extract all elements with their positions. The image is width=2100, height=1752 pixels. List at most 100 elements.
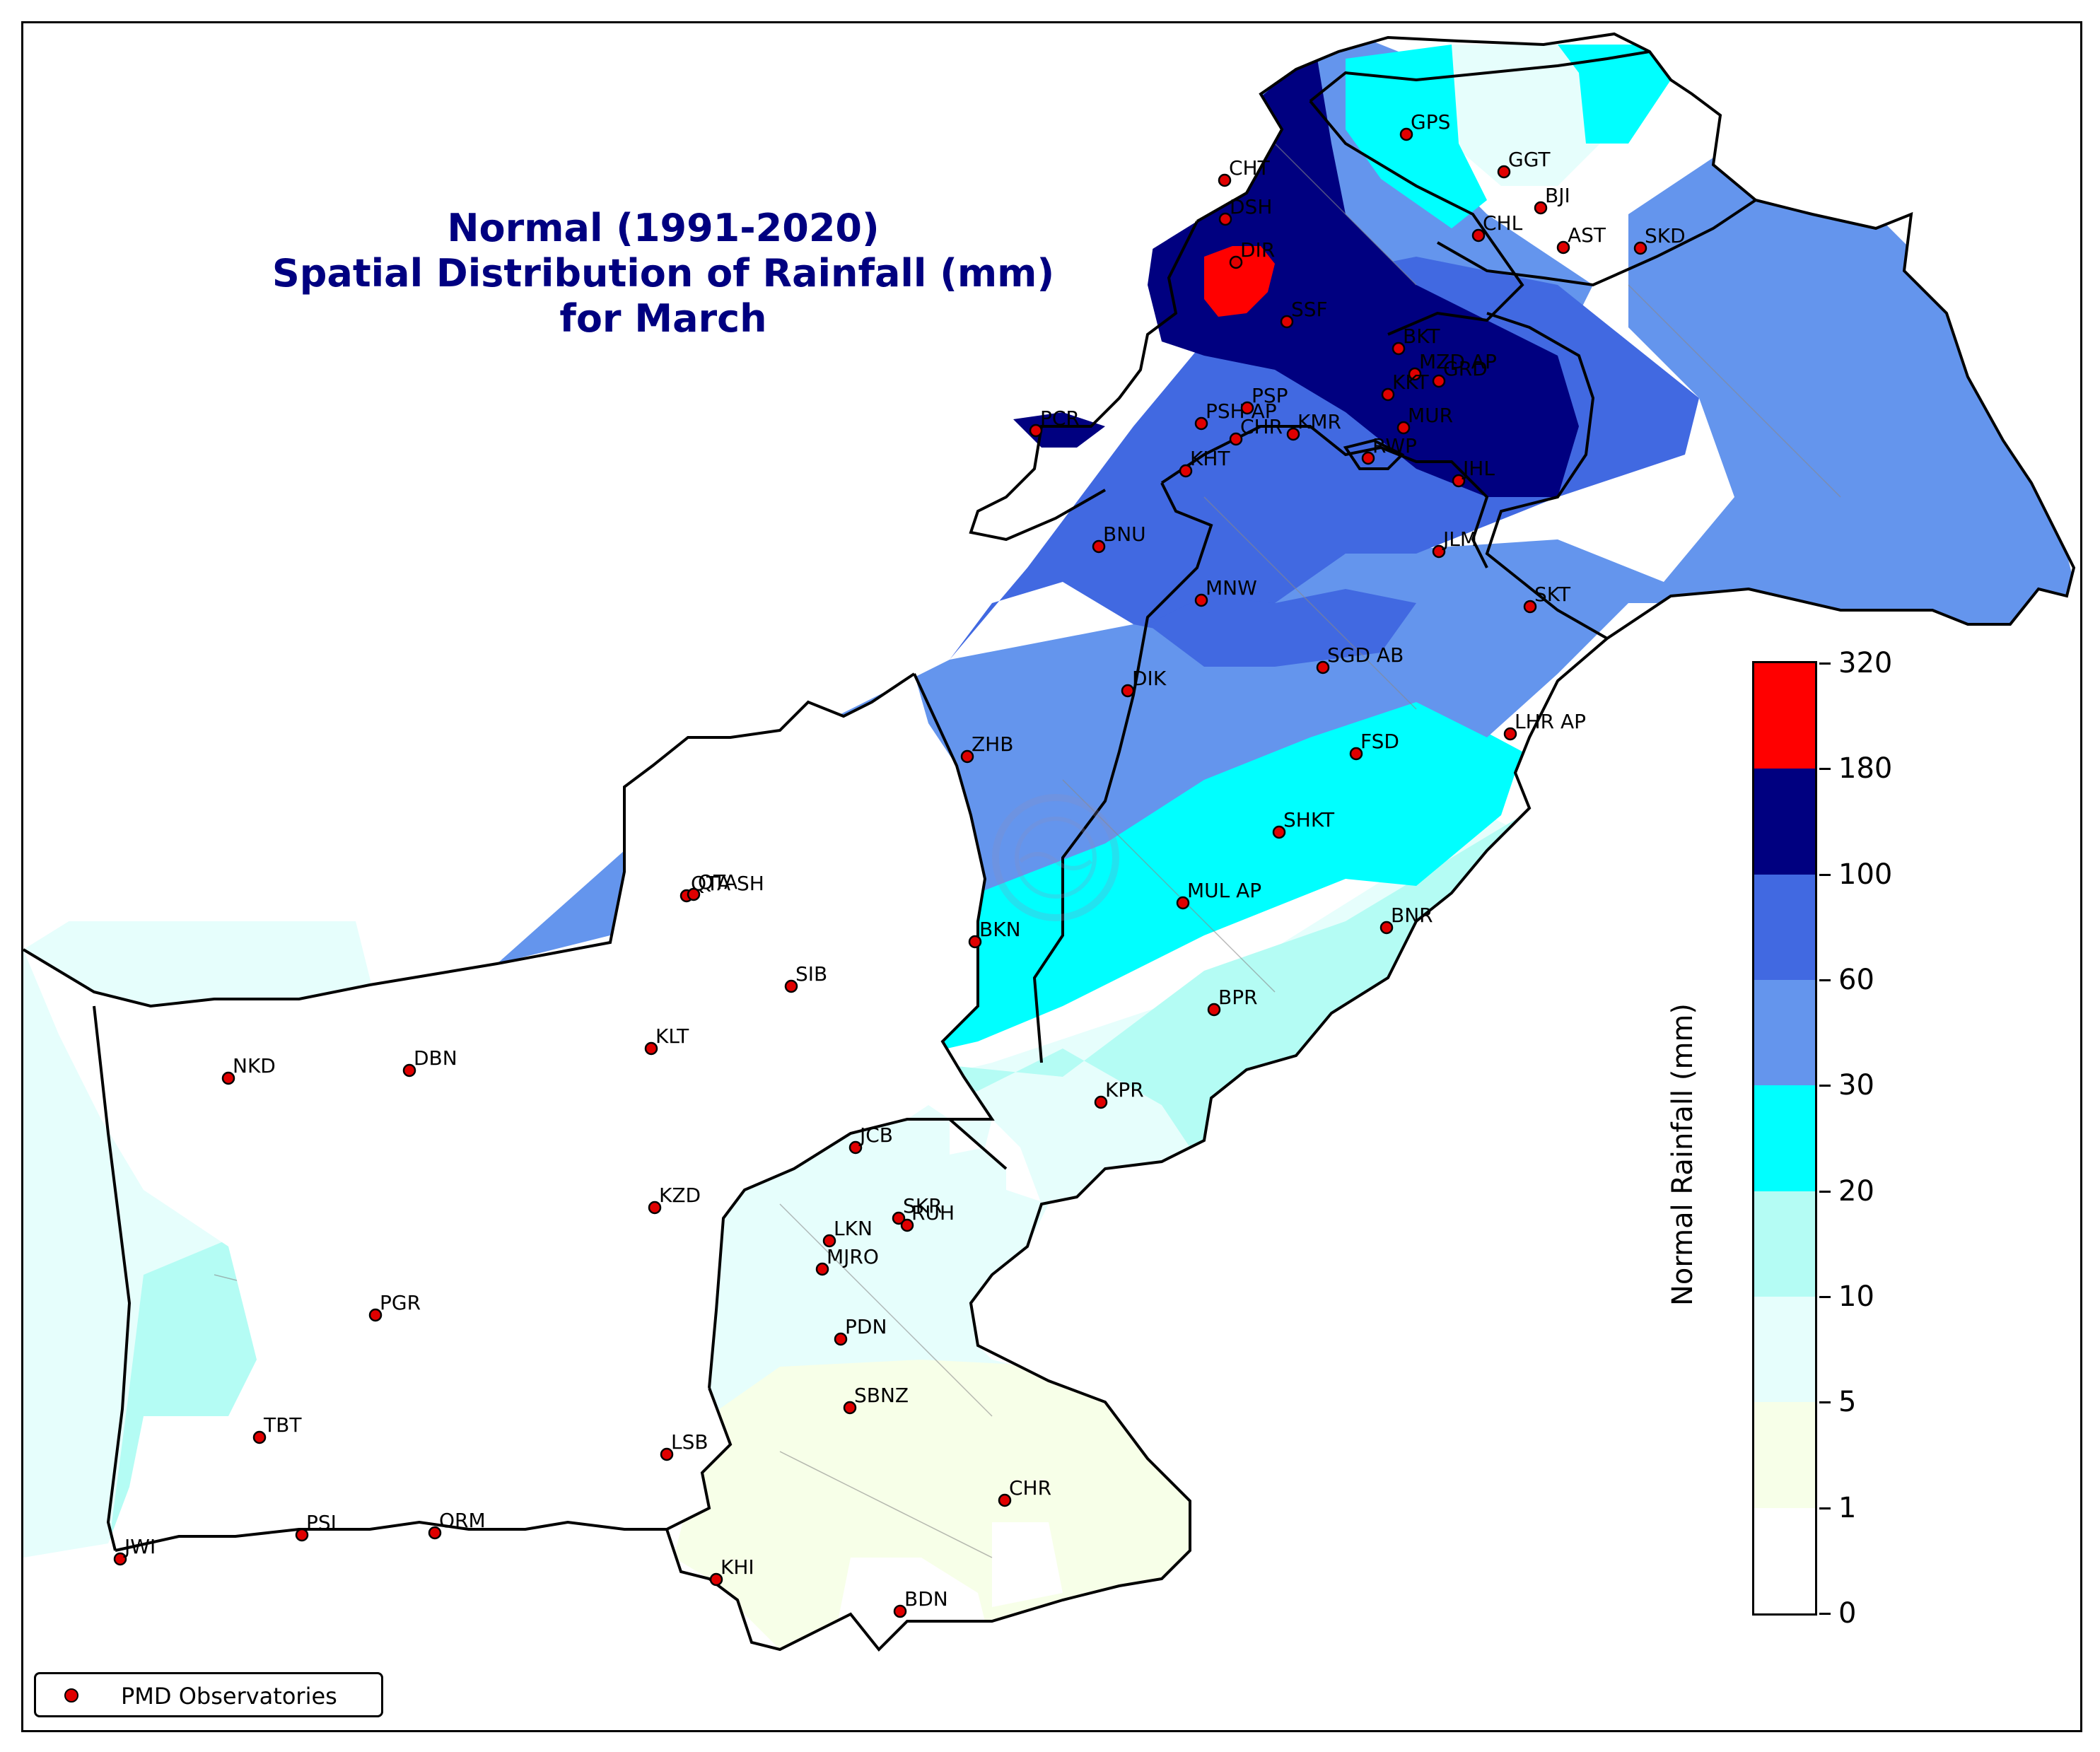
- colorbar-tick-mark: [1819, 1613, 1831, 1615]
- station-marker: [1280, 315, 1294, 329]
- pmd-logo-watermark: [992, 794, 1119, 921]
- station-label: TBT: [263, 1413, 302, 1437]
- station-marker: [1218, 212, 1232, 226]
- station-label: SKT: [1534, 583, 1571, 606]
- station-marker: [848, 1140, 863, 1155]
- station-label: KZD: [659, 1184, 701, 1207]
- station-marker: [1392, 341, 1406, 356]
- station-marker: [892, 1211, 906, 1225]
- station-marker: [1381, 387, 1395, 402]
- colorbar-tick-label: 10: [1838, 1280, 1874, 1313]
- station-label: PDN: [845, 1315, 887, 1338]
- colorbar-bin-10-20: [1754, 1191, 1815, 1297]
- station-label: JLM: [1442, 527, 1477, 551]
- station-marker: [368, 1308, 383, 1322]
- station-marker: [687, 887, 701, 901]
- station-marker: [648, 1201, 662, 1215]
- colorbar-tick-label: 1: [1838, 1491, 1857, 1524]
- station-marker: [1452, 474, 1466, 488]
- station-label: BKT: [1403, 325, 1440, 348]
- colorbar-tick-label: 320: [1838, 647, 1893, 679]
- band-20-30-north: [1346, 45, 1487, 228]
- station-marker: [960, 749, 974, 764]
- station-marker: [221, 1071, 235, 1085]
- station-marker: [1471, 228, 1486, 243]
- station-marker: [1286, 427, 1300, 441]
- station-label: JHL: [1462, 457, 1495, 480]
- station-marker: [1207, 1003, 1221, 1017]
- station-label: KLT: [655, 1024, 689, 1048]
- station-label: RWP: [1372, 434, 1417, 457]
- station-marker: [900, 1218, 914, 1232]
- station-marker: [1432, 544, 1446, 559]
- colorbar-tick-label: 5: [1838, 1386, 1857, 1419]
- station-label: KHI: [721, 1555, 754, 1579]
- station-marker: [1349, 747, 1363, 761]
- colorbar-bin-20-30: [1754, 1085, 1815, 1192]
- station-marker: [1176, 896, 1190, 910]
- station-marker: [784, 979, 798, 993]
- station-label: PGR: [380, 1291, 421, 1314]
- colorbar-tick-mark: [1819, 873, 1831, 876]
- map-frame: GPS GGT BJI CHL AST SKD CHT DSH DIR SSF BKT MZD AP G…: [21, 21, 2082, 1732]
- station-marker: [1218, 173, 1232, 187]
- band-20-30-north2: [1558, 45, 1671, 144]
- colorbar-bin-100-180: [1754, 769, 1815, 875]
- station-marker: [1408, 367, 1422, 381]
- province-boundaries: [23, 32, 2076, 1652]
- band-1-5: [674, 1360, 1190, 1649]
- colorbar-tick-mark: [1819, 1507, 1831, 1509]
- colorbar-tick-label: 60: [1838, 964, 1874, 996]
- station-marker: [1497, 165, 1511, 179]
- legend-marker: [64, 1688, 78, 1703]
- station-label: QTA SH: [691, 872, 764, 895]
- station-label: CHT: [1229, 156, 1271, 180]
- title-line-2: Spatial Distribution of Rainfall (mm): [272, 251, 1055, 296]
- station-marker: [1094, 1095, 1108, 1109]
- station-marker: [1229, 432, 1243, 446]
- station-marker: [1316, 660, 1330, 674]
- colorbar-tick-label: 0: [1838, 1597, 1857, 1630]
- title-line-3: for March: [559, 296, 767, 341]
- station-marker: [1523, 600, 1537, 614]
- station-marker: [295, 1528, 309, 1542]
- station-marker: [1534, 201, 1548, 215]
- colorbar-tick-mark: [1819, 1085, 1831, 1087]
- station-label: DBN: [414, 1046, 457, 1070]
- station-label: DIR: [1240, 238, 1275, 262]
- station-marker: [1194, 593, 1208, 607]
- station-marker: [998, 1493, 1012, 1507]
- station-label: FSD: [1360, 730, 1399, 753]
- station-label: DIK: [1132, 667, 1167, 690]
- station-marker: [1503, 727, 1517, 741]
- station-marker: [1272, 825, 1286, 839]
- band-1-5-north: [992, 1522, 1063, 1607]
- colorbar-tick-mark: [1819, 1190, 1831, 1193]
- station-marker: [815, 1262, 829, 1276]
- station-marker: [1361, 451, 1375, 465]
- station-marker: [843, 1401, 857, 1415]
- station-label: SSF: [1291, 298, 1328, 321]
- station-marker: [1556, 240, 1570, 255]
- colorbar-bin-30-60: [1754, 980, 1815, 1086]
- station-label: QTA: [698, 870, 737, 894]
- station-label: GRD: [1443, 357, 1488, 380]
- station-label: LHR AP: [1515, 710, 1586, 733]
- station-label: AST: [1568, 223, 1606, 247]
- station-marker: [428, 1526, 442, 1540]
- station-label: PSP: [1252, 384, 1288, 407]
- station-label: CHR: [1009, 1476, 1051, 1500]
- colorbar-tick-label: 180: [1838, 752, 1893, 786]
- colorbar-tick-mark: [1819, 1296, 1831, 1298]
- station-marker: [1633, 241, 1647, 255]
- station-label: DSH: [1230, 195, 1272, 218]
- station-label: BKN: [979, 918, 1021, 941]
- station-label: SKD: [1645, 224, 1686, 247]
- colorbar-bin-60-100: [1754, 874, 1815, 981]
- colorbar-tick-mark: [1819, 979, 1831, 981]
- legend: PMD Observatories: [34, 1672, 383, 1717]
- station-marker: [1379, 921, 1394, 935]
- colorbar: [1752, 661, 1817, 1616]
- station-marker: [1092, 539, 1106, 554]
- station-label: BPR: [1218, 986, 1258, 1009]
